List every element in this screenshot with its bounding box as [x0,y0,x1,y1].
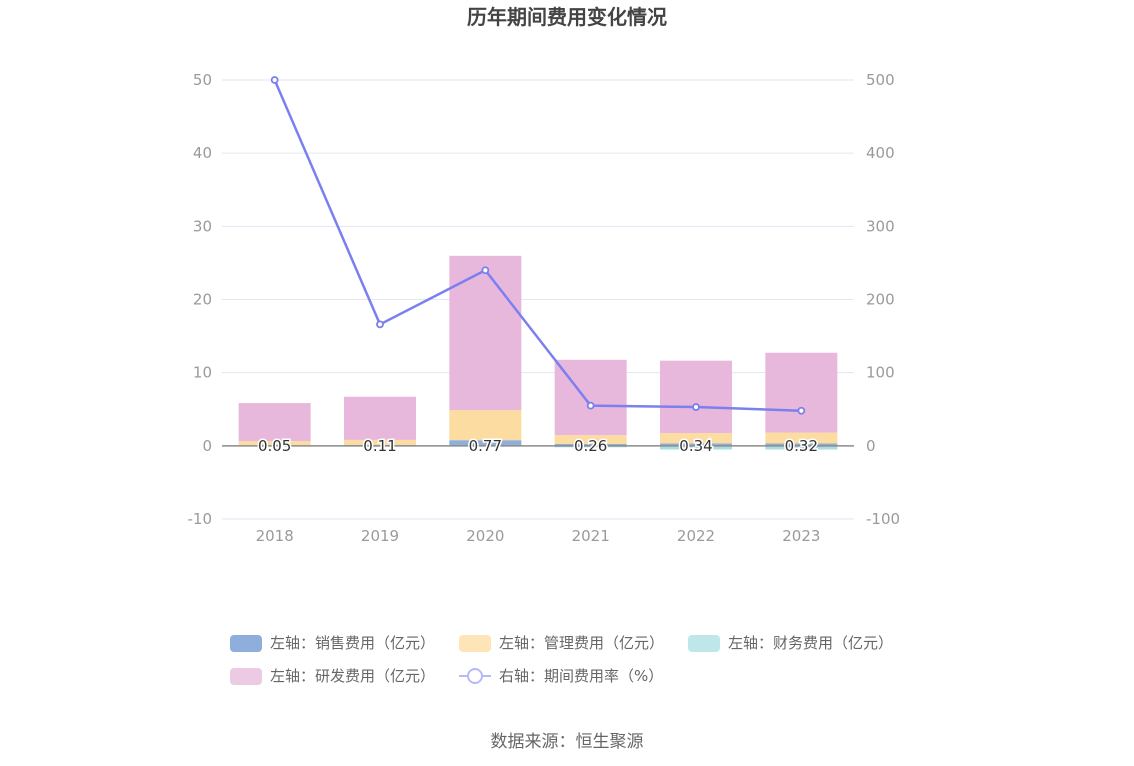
bar-2022-series-0 [660,443,732,446]
bar-2023-series-1 [765,432,838,444]
x-tick-label: 2022 [677,527,715,545]
legend: 左轴：销售费用（亿元） 左轴：管理费用（亿元） 左轴：财务费用（亿元） 左轴：研发费用… [230,634,893,685]
bar-2018-series-1 [238,441,311,446]
x-tick-label: 2019 [361,527,399,545]
legend-label: 右轴：期间费用率（%） [499,667,663,685]
left-tick-label: 10 [193,364,212,382]
bar-2019-series-1 [344,439,416,446]
right-tick-label: -100 [866,510,900,528]
chart-title: 历年期间费用变化情况 [467,5,667,29]
line-point [270,76,279,84]
bar-2020-series-1 [449,410,522,441]
legend-label: 左轴：财务费用（亿元） [728,634,893,652]
bar-2021-series-0 [554,443,627,446]
legend-swatch [230,668,262,685]
legend-label: 左轴：研发费用（亿元） [270,667,435,685]
right-tick-label: 200 [866,291,895,309]
bar-2020-series-3 [449,255,522,411]
bar-2020-series-0 [449,440,522,446]
bar-series [238,255,838,450]
source-text: 数据来源：恒生聚源 [491,732,644,752]
right-tick-label: 0 [866,437,876,455]
line-point [692,403,700,411]
bar-2018-series-3 [238,403,311,442]
x-axis: 2018 2019 2020 2021 2022 2023 [256,527,821,545]
left-tick-label: 40 [193,144,212,162]
legend-swatch [459,635,491,652]
data-label: 0.77 [469,437,502,455]
bar-2023-series-0 [765,443,838,446]
data-label: 0.32 [785,437,818,455]
x-tick-label: 2018 [256,527,294,545]
data-labels: 0.05 0.11 0.77 0.26 0.34 0.32 [256,435,819,456]
legend-line-marker [467,668,483,684]
left-axis: -10 0 10 20 30 40 50 [188,71,213,528]
right-tick-label: 100 [866,364,895,382]
legend-swatch [230,635,262,652]
bar-2022-series-2 [660,445,732,450]
line-path [273,79,802,412]
right-tick-label: 300 [866,217,895,235]
left-tick-label: 0 [202,437,212,455]
x-tick-label: 2021 [572,527,610,545]
line-point [376,320,384,329]
line-point [797,406,806,415]
left-tick-label: 20 [193,291,212,309]
legend-label: 左轴：管理费用（亿元） [499,634,664,652]
data-label: 0.11 [363,437,396,455]
bar-2023-series-3 [765,352,838,433]
legend-swatch [688,635,720,652]
x-tick-label: 2023 [782,527,820,545]
left-tick-label: -10 [188,510,213,528]
grid-lines [222,79,854,520]
bar-2021-series-3 [554,359,627,436]
left-tick-label: 30 [193,217,212,235]
bar-2022-series-3 [660,360,732,434]
line-point [586,401,595,410]
line-series [270,76,806,415]
bar-2022-series-1 [660,433,732,444]
x-tick-label: 2020 [466,527,504,545]
right-axis: -100 0 100 200 300 400 500 [866,71,900,528]
right-tick-label: 500 [866,71,895,89]
data-label: 0.05 [258,437,291,455]
bar-2023-series-2 [765,445,838,450]
bar-2019-series-3 [344,396,416,440]
legend-label: 左轴：销售费用（亿元） [270,634,435,652]
data-label: 0.34 [679,437,712,455]
right-tick-label: 400 [866,144,895,162]
left-tick-label: 50 [193,71,212,89]
data-label: 0.26 [574,437,607,455]
line-point [481,266,490,275]
bar-2021-series-1 [554,435,627,444]
